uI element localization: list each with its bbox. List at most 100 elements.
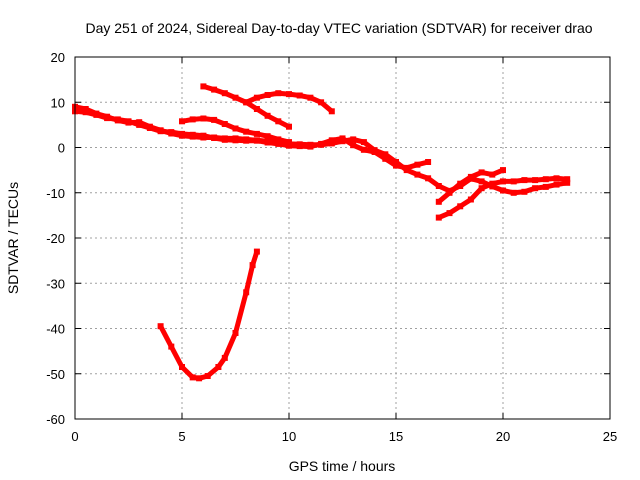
data-point [232,125,239,132]
data-point [232,137,239,144]
data-point [350,136,357,143]
y-tick-label: -40 [46,322,65,337]
data-point [253,94,260,101]
data-point [371,149,378,155]
data-point [179,118,185,125]
data-point [425,159,432,165]
grid-lines [75,57,610,419]
data-point [196,375,203,382]
data-point [542,176,549,183]
x-tick-label: 20 [496,429,510,444]
data-point [467,196,474,203]
data-point [211,116,218,123]
series-late-dip [435,175,571,221]
axis-ticks: 0 5 10 15 20 25 20 10 0 -10 -20 -30 -40 -50 -60 [46,50,617,444]
x-tick-label: 10 [282,429,296,444]
data-point [403,164,410,171]
data-point [382,151,389,158]
data-point [243,99,250,106]
data-point [114,116,121,123]
data-point [93,111,100,118]
data-point [542,183,549,190]
data-point [521,177,528,184]
data-point [510,189,517,196]
data-point [489,171,496,178]
data-point [286,91,292,98]
data-point [146,125,153,131]
series-trace [72,108,431,171]
series-main-band-b [72,108,432,171]
data-point [435,198,442,205]
data-point [393,162,399,169]
y-tick-label: -60 [46,412,65,427]
data-point [510,178,517,185]
y-tick-label: 0 [58,141,65,156]
data-point [264,133,271,140]
data-point [243,128,250,135]
data-point [168,129,175,136]
x-tick-label: 0 [71,429,78,444]
series-arc-upper-2 [243,90,335,115]
y-tick-label: 20 [51,50,65,65]
data-point [232,94,239,101]
series-trace [158,249,260,381]
data-point [532,177,539,184]
y-axis-label: SDTVAR / TECUs [5,182,21,294]
data-point [104,115,111,122]
data-point [500,187,506,194]
y-tick-label: -20 [46,231,65,246]
data-point [189,116,196,123]
data-point [532,185,539,192]
data-point [204,373,211,379]
data-point [157,128,164,135]
data-point [414,171,421,178]
data-point [425,175,432,182]
data-point [211,135,218,141]
data-point [221,136,228,143]
data-point [500,167,506,174]
data-point [457,203,464,210]
data-series [72,83,571,382]
data-point [307,143,314,150]
series-trace [72,104,570,196]
data-point [318,99,325,106]
data-point [339,135,346,142]
data-point [264,112,271,119]
data-point [564,179,571,186]
data-point [446,189,453,196]
data-point [467,173,474,180]
data-point [253,130,260,137]
data-point [189,131,196,138]
data-point [200,83,207,90]
data-point [360,139,367,146]
data-point [328,108,335,115]
data-point [328,137,335,144]
y-tick-label: -10 [46,186,65,201]
data-point [221,90,228,97]
data-point [382,155,389,162]
data-point [125,118,132,125]
data-point [275,136,282,143]
data-point [200,132,207,139]
data-point [446,210,453,217]
data-point [253,137,260,144]
series-arc-middle [179,115,292,146]
data-point [215,364,222,370]
data-point [82,106,89,112]
x-tick-label: 15 [389,429,403,444]
data-point [360,146,367,153]
data-point [328,140,335,147]
data-point [350,142,357,149]
data-point [157,323,164,330]
data-point [189,374,196,381]
data-point [414,161,421,168]
data-point [478,169,485,176]
data-point [296,92,303,99]
data-point [243,137,250,144]
data-point [296,143,303,150]
series-late-arc [435,167,506,205]
data-point [179,364,185,370]
data-point [211,86,218,93]
data-point [275,90,282,97]
